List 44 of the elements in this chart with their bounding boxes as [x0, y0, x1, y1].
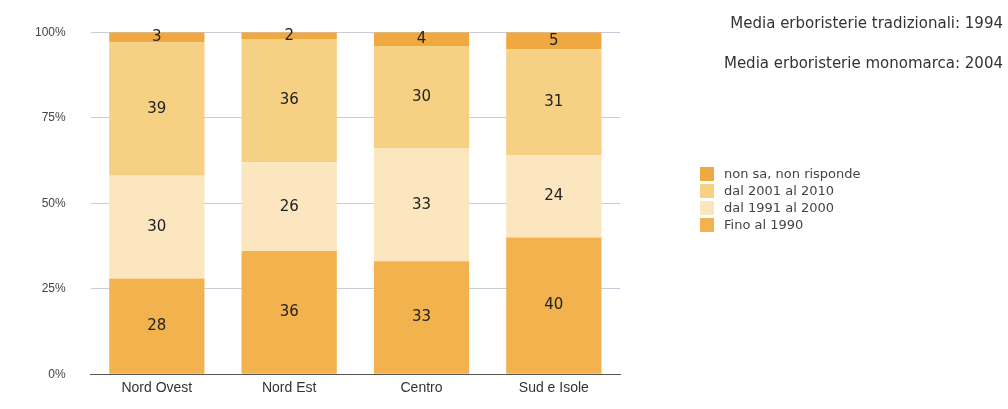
bar — [109, 175, 205, 279]
legend-label: non sa, non risponde — [724, 166, 861, 181]
bar — [506, 49, 602, 156]
bar — [109, 278, 205, 374]
x-tick-label: Nord Est — [261, 379, 317, 396]
legend-label: dal 1991 al 2000 — [724, 200, 834, 215]
bar — [506, 32, 602, 50]
x-tick-label: Nord Ovest — [121, 379, 193, 396]
data-label: 28 — [147, 315, 167, 334]
bar — [109, 42, 205, 176]
data-label: 31 — [544, 92, 564, 111]
y-tick-label: 50% — [41, 195, 67, 210]
data-label: 30 — [147, 217, 167, 236]
data-label: 36 — [279, 90, 299, 109]
x-tick-label: Centro — [400, 379, 443, 396]
text: Media erboristerie monomarca: 2004 — [722, 54, 1003, 72]
legend-label: Fino al 1990 — [724, 217, 804, 232]
data-label: 39 — [147, 99, 167, 118]
y-tick-label: 0% — [48, 366, 67, 381]
data-label: 40 — [544, 295, 564, 314]
data-label: 33 — [411, 307, 432, 326]
data-label: 5 — [549, 30, 559, 49]
data-label: 24 — [544, 186, 564, 205]
bar — [241, 39, 337, 163]
bar — [373, 32, 470, 46]
data-label: 3 — [152, 27, 162, 46]
bar — [241, 162, 337, 252]
bar — [373, 261, 470, 374]
data-label: 33 — [411, 194, 432, 213]
bar — [506, 237, 602, 374]
data-label: 4 — [416, 28, 427, 47]
data-label: 36 — [279, 302, 299, 321]
x-tick-label: Sud e Isole — [518, 379, 590, 396]
data-label: 26 — [279, 196, 299, 215]
bar — [373, 45, 470, 149]
y-tick-label: 75% — [41, 110, 67, 125]
bar — [506, 155, 602, 238]
data-label: 30 — [411, 87, 432, 106]
y-tick-label: 100% — [34, 24, 67, 39]
bar — [241, 251, 337, 374]
legend-label: dal 2001 al 2010 — [724, 183, 834, 198]
y-tick-label: 25% — [41, 281, 67, 296]
bar — [373, 148, 470, 262]
text: Media erboristerie tradizionali: 1994 — [729, 14, 1003, 32]
